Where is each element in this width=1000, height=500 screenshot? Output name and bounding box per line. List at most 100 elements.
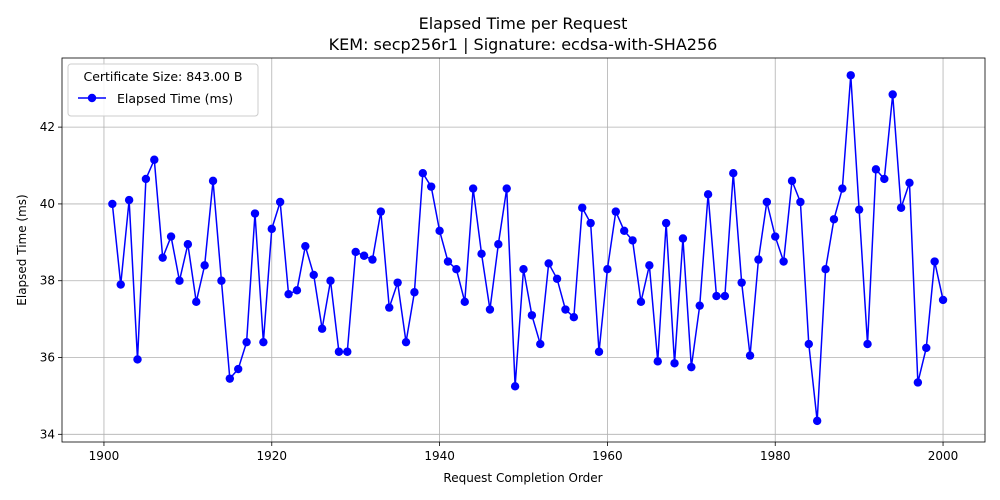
y-tick-label: 42 [40,120,55,134]
data-point [133,355,142,364]
data-point [829,215,839,224]
data-point [376,207,386,216]
data-point [510,382,520,391]
chart-subtitle: KEM: secp256r1 | Signature: ecdsa-with-S… [329,35,718,54]
x-tick-label: 1920 [256,449,287,463]
data-point [905,178,914,187]
data-point [443,257,453,266]
x-tick-label: 1960 [592,449,623,463]
y-axis-label: Elapsed Time (ms) [15,194,29,305]
data-point [771,232,780,241]
data-point [619,226,629,235]
data-point [166,232,176,241]
data-point [695,301,704,310]
series-layer [108,71,948,426]
data-point [326,276,335,285]
data-point [108,199,117,209]
data-point [183,240,193,249]
data-point [561,305,570,314]
data-point [267,224,276,234]
data-point [468,184,478,193]
data-point [427,182,436,191]
data-point [745,351,755,360]
y-tick-label: 34 [40,427,55,441]
data-point [720,291,730,301]
data-point [552,274,562,283]
data-point [217,276,226,285]
data-point [687,362,696,372]
data-point [150,155,159,164]
data-point [880,174,889,184]
data-point [275,197,285,207]
data-point [418,169,428,178]
data-point [645,261,654,270]
data-point [863,339,872,349]
y-axis-ticks: 34 36 38 40 42 [40,120,62,441]
data-point [351,247,360,257]
data-point [922,343,931,353]
data-point [234,364,243,374]
data-point [124,195,134,205]
y-tick-label: 38 [40,274,55,288]
data-point [578,203,587,212]
data-point [670,359,679,368]
data-point [192,297,201,307]
data-point [737,278,746,287]
data-point [913,378,923,387]
data-point [317,324,327,333]
data-point [712,291,721,301]
data-point [175,276,184,285]
data-point [661,218,671,228]
data-point [536,339,545,349]
data-point [888,90,897,99]
data-point [494,240,503,249]
data-point [544,259,553,268]
data-point [292,286,302,295]
legend-title: Certificate Size: 843.00 B [83,69,242,84]
data-point [854,205,864,214]
data-point [141,174,151,184]
data-point [410,288,419,297]
data-point [502,184,511,193]
data-point [729,169,738,178]
data-point [754,255,763,264]
data-point [653,357,662,366]
data-point [401,337,411,347]
data-point [796,197,805,207]
data-point [477,249,486,259]
data-point [200,261,209,270]
data-point [259,337,268,347]
series-line-elapsed-time [111,74,944,422]
data-point [519,265,528,274]
data-point [208,176,218,186]
data-point [452,265,461,274]
legend-box [67,63,259,117]
data-point [846,71,855,80]
data-point [393,278,402,287]
data-point [158,253,167,262]
data-point [385,303,394,312]
data-point [779,257,788,266]
data-point [460,297,469,307]
data-point [611,207,620,216]
data-point [334,347,344,356]
chart-title: Elapsed Time per Request [419,14,628,33]
data-point [368,255,377,264]
data-point [301,241,310,251]
data-point [569,313,579,322]
legend-point-marker [87,93,97,103]
data-point [594,347,604,356]
legend: Certificate Size: 843.00 B Elapsed Time … [67,63,259,117]
y-tick-label: 40 [40,197,55,211]
data-point [527,311,537,320]
data-point [636,297,646,307]
legend-entry-label: Elapsed Time (ms) [117,91,233,106]
x-tick-label: 1980 [760,449,791,463]
data-point [938,295,948,305]
data-point [804,339,813,349]
data-point [787,176,797,186]
data-point [628,236,637,245]
data-point [871,165,881,174]
data-point [309,270,318,280]
